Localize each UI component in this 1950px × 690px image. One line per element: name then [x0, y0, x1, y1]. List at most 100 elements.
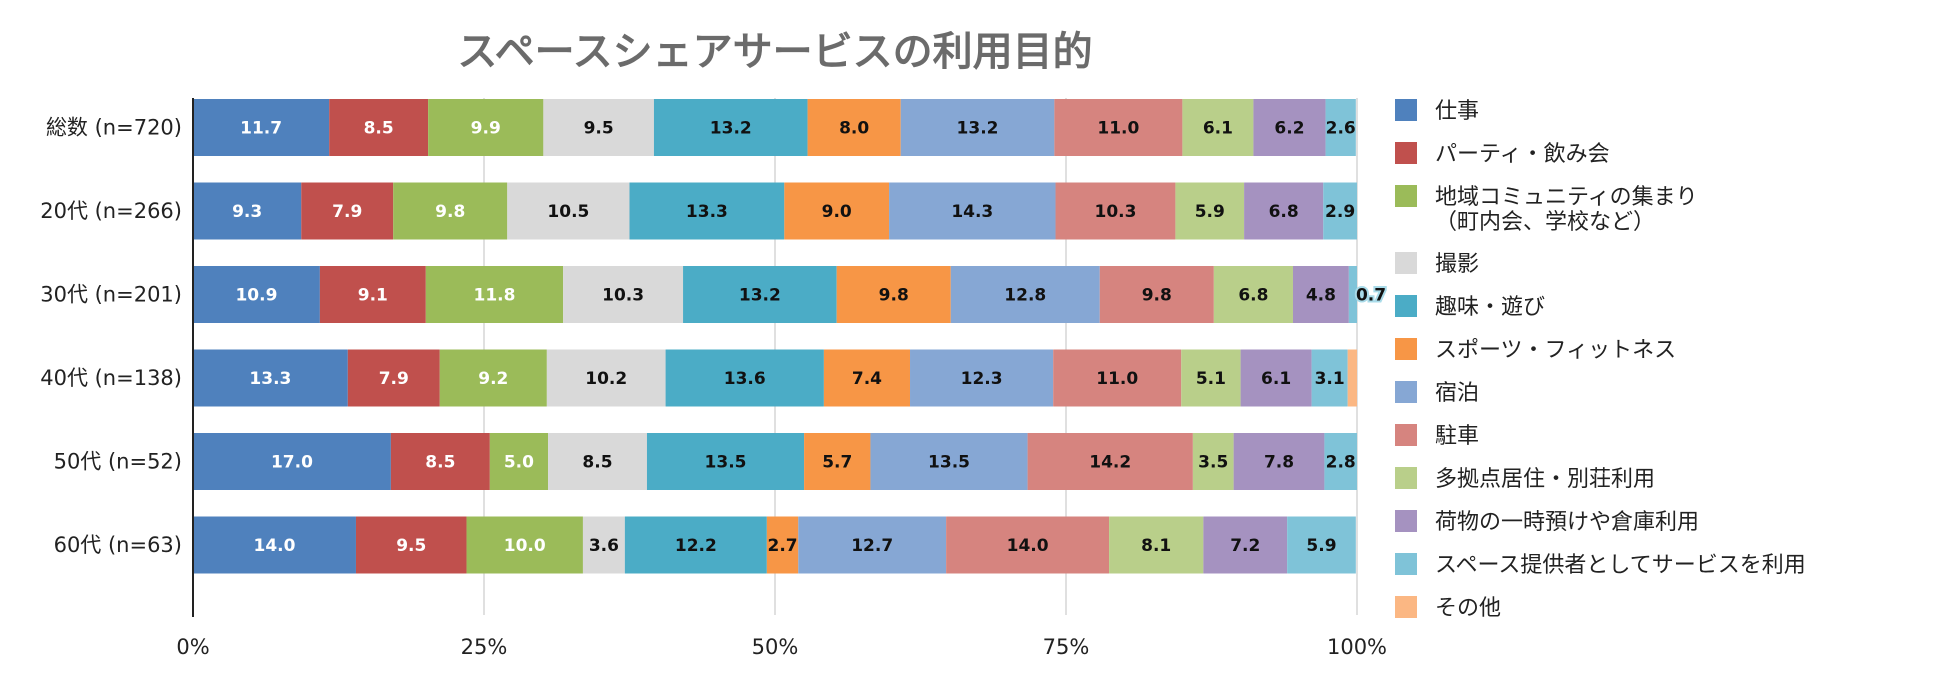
data-label: 14.3	[951, 202, 993, 222]
data-label: 10.0	[504, 536, 546, 556]
category-label: 40代 (n=138)	[40, 366, 182, 390]
data-label: 13.2	[957, 119, 999, 139]
bar-segment	[1109, 516, 1204, 574]
bar-segment	[1325, 99, 1356, 156]
data-label: 7.9	[379, 369, 409, 389]
data-label: 4.8	[1306, 286, 1336, 306]
legend-swatch	[1395, 381, 1417, 403]
legend-swatch	[1395, 553, 1417, 575]
data-label: 10.2	[585, 369, 627, 389]
data-label: 6.1	[1203, 119, 1233, 139]
legend-swatch	[1395, 295, 1417, 317]
bar-segment	[910, 349, 1054, 407]
bar-segment	[1311, 349, 1348, 407]
legend-swatch	[1395, 338, 1417, 360]
x-tick-label: 100%	[1327, 635, 1387, 659]
data-label: 9.5	[396, 536, 426, 556]
data-label: 13.5	[928, 453, 970, 473]
bar-segment	[543, 99, 654, 156]
bar-segment	[390, 433, 490, 490]
legend-label: その他	[1435, 596, 1501, 621]
legend-label: 荷物の一時預けや倉庫利用	[1435, 510, 1699, 535]
data-label: 6.2	[1274, 119, 1304, 139]
data-label: 9.3	[232, 202, 262, 222]
data-label: 9.0	[822, 202, 852, 222]
bar-segment	[870, 433, 1028, 490]
bar-segment	[1053, 349, 1182, 407]
bar-segment	[653, 99, 808, 156]
legend-label: 仕事	[1435, 99, 1479, 124]
data-label: 13.5	[705, 453, 747, 473]
data-label: 13.3	[249, 369, 291, 389]
legend-label: （町内会、学校など）	[1435, 210, 1655, 235]
bar-segment	[439, 349, 547, 407]
bar-segment	[1055, 182, 1176, 240]
data-label: 7.9	[332, 202, 362, 222]
data-label: 11.0	[1096, 369, 1138, 389]
bar-segment	[355, 516, 467, 574]
data-label: 10.3	[1094, 202, 1136, 222]
data-label: 12.3	[961, 369, 1003, 389]
legend-swatch	[1395, 467, 1417, 489]
bar-segment	[507, 182, 630, 240]
data-label: 12.7	[851, 536, 893, 556]
bar-segment	[766, 516, 799, 574]
legend-swatch	[1395, 185, 1417, 207]
data-label: 7.4	[852, 369, 882, 389]
legend-swatch	[1395, 510, 1417, 532]
legend-label: 宿泊	[1435, 381, 1479, 406]
data-label: 11.7	[240, 119, 282, 139]
category-label: 総数 (n=720)	[46, 116, 182, 140]
data-label: 5.9	[1195, 202, 1225, 222]
data-label: 10.9	[235, 286, 277, 306]
bar-segment	[1213, 266, 1293, 323]
x-tick-label: 0%	[176, 635, 209, 659]
bar-segment	[582, 516, 625, 574]
bar-segment	[1347, 349, 1357, 407]
bar-segment	[1054, 99, 1183, 156]
bar-segment	[1192, 433, 1234, 490]
bar-segment	[624, 516, 767, 574]
bar-segment	[1323, 182, 1357, 240]
legend-swatch	[1395, 424, 1417, 446]
bar-segment	[546, 349, 666, 407]
legend-label: スペース提供者としてサービスを利用	[1435, 553, 1806, 578]
data-label: 3.5	[1198, 453, 1228, 473]
chart-title: スペースシェアサービスの利用目的	[457, 29, 1092, 75]
data-label: 3.6	[589, 536, 619, 556]
bar-segment	[1233, 433, 1325, 490]
legend-swatch	[1395, 142, 1417, 164]
bar-segment	[665, 349, 824, 407]
bar-segment	[393, 182, 508, 240]
legend-label: 駐車	[1435, 424, 1479, 449]
data-label: 14.2	[1089, 453, 1131, 473]
data-label: 8.5	[582, 453, 612, 473]
data-label: 2.9	[1325, 202, 1355, 222]
data-label: 12.8	[1004, 286, 1046, 306]
bar-segment	[683, 266, 837, 323]
x-tick-label: 25%	[461, 635, 508, 659]
bar-segment	[193, 433, 391, 490]
x-tick-label: 50%	[752, 635, 799, 659]
bar-segment	[193, 182, 302, 240]
bar-segment	[946, 516, 1110, 574]
legend-label: 撮影	[1435, 252, 1479, 277]
bar-segment	[950, 266, 1100, 323]
bar-segment	[900, 99, 1055, 156]
bar-segment	[548, 433, 647, 490]
bar-segment	[823, 349, 911, 407]
bar-segment	[1099, 266, 1214, 323]
data-label: 10.3	[602, 286, 644, 306]
data-label: 8.5	[425, 453, 455, 473]
data-label: 9.8	[879, 286, 909, 306]
legend-swatch	[1395, 99, 1417, 121]
legend-label: 多拠点居住・別荘利用	[1435, 467, 1655, 492]
data-label: 5.9	[1306, 536, 1336, 556]
data-labels: 11.7 8.5 9.9 9.5 13.2 8.0 13.2 11.0 6.1 6.2 2.6 9.3…	[232, 119, 1388, 557]
bar-segment	[1244, 182, 1324, 240]
legend-swatch	[1395, 596, 1417, 618]
bar-segment	[1182, 99, 1254, 156]
data-label: 3.1	[1315, 369, 1345, 389]
bar-segment	[489, 433, 549, 490]
